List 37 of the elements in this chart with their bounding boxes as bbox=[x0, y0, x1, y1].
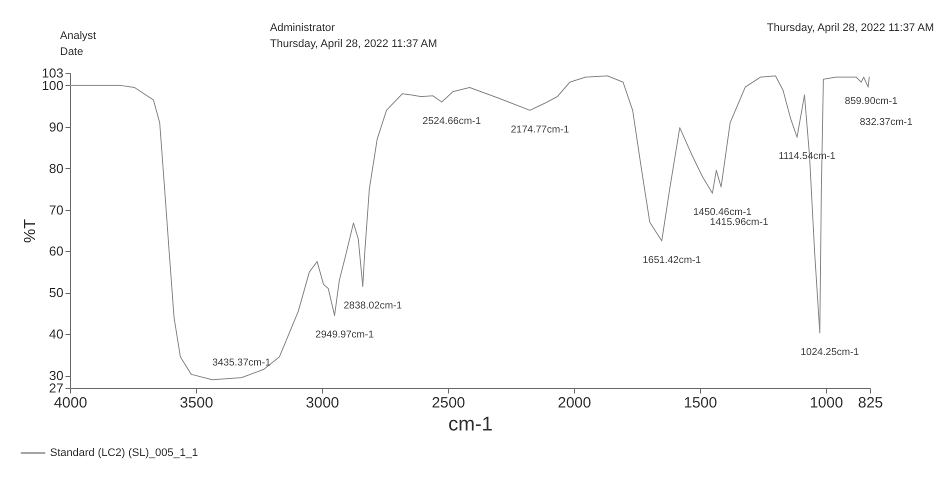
y-tick-label: 60 bbox=[49, 244, 64, 259]
y-tick-label: 30 bbox=[49, 368, 64, 384]
y-axis-title: %T bbox=[22, 218, 39, 243]
x-tick-label: 1500 bbox=[684, 394, 718, 412]
legend-label: Standard (LC2) (SL)_005_1_1 bbox=[50, 447, 198, 459]
annotation: 2524.66cm-1 bbox=[422, 116, 482, 128]
y-tick-label: 27 bbox=[49, 380, 64, 396]
text: Thursday, April 28, 2022 11:37 AM bbox=[270, 38, 438, 50]
annotation: 1415.96cm-1 bbox=[710, 216, 769, 228]
x-tick-label: 825 bbox=[858, 394, 884, 412]
x-axis-title: cm-1 bbox=[448, 414, 493, 436]
y-tick-label: 103 bbox=[42, 66, 64, 80]
text: Date bbox=[60, 46, 84, 58]
x-tick-label: 4000 bbox=[54, 394, 88, 412]
annotation: 2949.97cm-1 bbox=[315, 329, 374, 340]
y-tick-label: 100 bbox=[42, 78, 64, 93]
text: Thursday, April 28, 2022 11:37 AM bbox=[766, 22, 934, 34]
text: Analyst bbox=[60, 30, 96, 42]
x-tick-label: 2000 bbox=[558, 394, 592, 412]
x-tick-label: 2500 bbox=[432, 394, 466, 412]
annotation: 1450.46cm-1 bbox=[693, 207, 752, 218]
annotation: 2174.77cm-1 bbox=[510, 124, 570, 136]
text: Administrator bbox=[270, 22, 335, 34]
annotation: 1651.42cm-1 bbox=[642, 254, 702, 266]
y-tick-label: 80 bbox=[49, 160, 64, 176]
y-tick-label: 40 bbox=[49, 326, 64, 342]
annotation: 1024.25cm-1 bbox=[800, 346, 860, 358]
annotation: 3435.37cm-1 bbox=[212, 358, 272, 369]
annotation: 2838.02cm-1 bbox=[344, 300, 402, 312]
x-tick-label: 1000 bbox=[810, 394, 844, 412]
x-tick-label: 3500 bbox=[180, 394, 214, 412]
y-tick-label: 90 bbox=[49, 119, 64, 134]
y-tick-label: 50 bbox=[49, 285, 64, 300]
annotation: 859.90cm-1 bbox=[844, 96, 898, 108]
x-tick-label: 3000 bbox=[306, 394, 340, 412]
annotation: 832.37cm-1 bbox=[860, 117, 913, 128]
y-tick-label: 70 bbox=[49, 202, 64, 218]
